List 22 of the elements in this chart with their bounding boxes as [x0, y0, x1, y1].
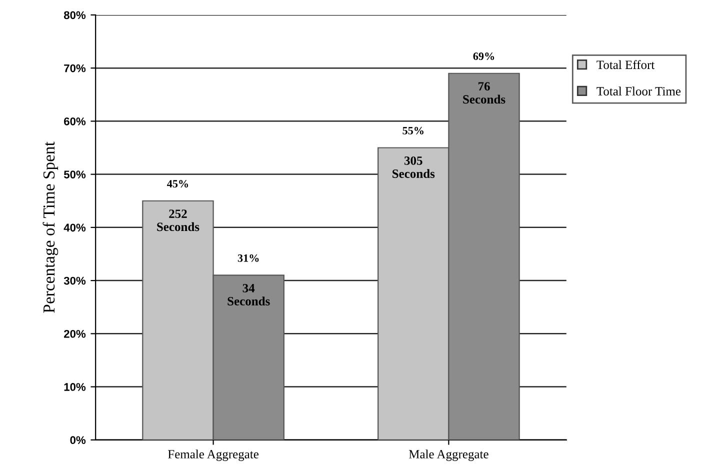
legend-label: Total Effort	[596, 60, 655, 70]
data-label: 31%	[238, 254, 259, 262]
y-tick-label: 10%	[64, 383, 86, 391]
annotation: 76 Seconds	[463, 82, 506, 104]
annotation: 252 Seconds	[157, 210, 200, 232]
y-tick-label: 60%	[64, 117, 86, 126]
annotation: 34 Seconds	[228, 284, 270, 306]
y-tick-label: 40%	[64, 224, 86, 232]
data-label: 69%	[473, 52, 494, 60]
data-label: 55%	[402, 126, 424, 134]
y-tick-label: 50%	[64, 170, 86, 178]
x-tick-label: Male Aggregate	[408, 450, 488, 462]
y-tick-label: 30%	[64, 276, 86, 285]
y-axis-title: Percentage of Time Spent	[42, 142, 58, 313]
data-label: 45%	[167, 180, 188, 188]
y-tick-label: 20%	[64, 330, 86, 338]
annotation: 305 Seconds	[392, 156, 435, 178]
y-tick-label: 80%	[64, 11, 86, 20]
y-tick-label: 70%	[64, 64, 86, 72]
x-tick-label: Female Aggregate	[168, 450, 258, 462]
y-tick-label: 0%	[70, 436, 86, 444]
legend-label: Total Floor Time	[596, 86, 681, 96]
